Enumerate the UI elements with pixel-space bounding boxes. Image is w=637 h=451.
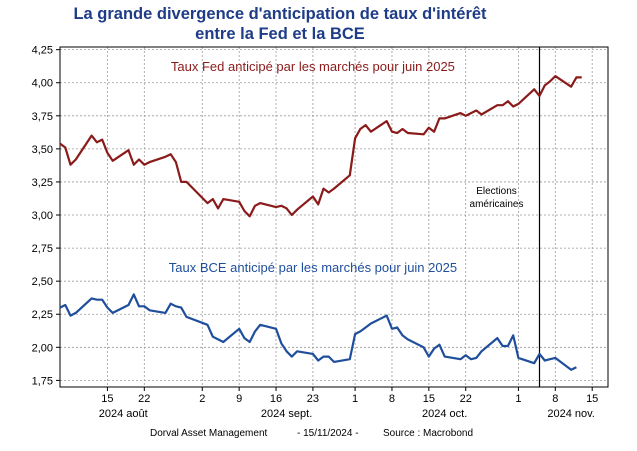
fed-series-line (59, 75, 582, 218)
x-tick-label: 23 (307, 393, 319, 405)
x-tick-label: 16 (270, 393, 282, 405)
x-tick-label: 22 (138, 393, 150, 405)
x-tick-label: 9 (236, 393, 242, 405)
y-tick-label: 3,75 (32, 111, 53, 123)
x-month-label: 2024 sept. (261, 408, 312, 420)
x-tick-label: 2 (199, 393, 205, 405)
y-tick-label: 2,00 (32, 342, 53, 354)
footer-source: Source : Macrobond (383, 428, 474, 439)
ecb-series-label: Taux BCE anticipé par les marchés pour j… (169, 260, 457, 275)
election-annotation-line1: Elections (476, 186, 517, 197)
y-tick-label: 3,25 (32, 177, 53, 189)
ecb-series-line (59, 293, 577, 371)
x-month-label: 2024 nov. (547, 408, 595, 420)
election-annotation-line2: américaines (470, 199, 524, 210)
x-month-label: 2024 oct. (422, 408, 467, 420)
y-tick-label: 4,25 (32, 45, 53, 57)
x-tick-label: 15 (423, 393, 435, 405)
y-tick-label: 3,00 (32, 210, 53, 222)
x-tick-label: 1 (515, 393, 521, 405)
x-month-label: 2024 août (99, 408, 148, 420)
x-tick-label: 8 (389, 393, 395, 405)
footer-source-firm: Dorval Asset Management (150, 428, 268, 439)
fed-series-label: Taux Fed anticipé par les marchés pour j… (171, 59, 455, 74)
chart-title-line2: entre la Fed et la BCE (195, 25, 365, 43)
x-tick-label: 15 (586, 393, 598, 405)
x-tick-label: 22 (460, 393, 472, 405)
footer-date: - 15/11/2024 - (297, 428, 359, 439)
y-tick-label: 2,25 (32, 309, 53, 321)
y-axis: 1,75 2,00 2,25 2,50 2,75 3,00 3,25 3,50 3,75 4,00… (32, 45, 60, 387)
y-tick-label: 2,50 (32, 276, 53, 288)
x-tick-label: 15 (101, 393, 113, 405)
x-tick-label: 1 (352, 393, 358, 405)
y-tick-label: 4,00 (32, 78, 53, 90)
series-lines (59, 75, 582, 371)
plot-area-frame (59, 46, 609, 388)
y-tick-label: 3,50 (32, 144, 53, 156)
x-tick-label: 8 (552, 393, 558, 405)
y-tick-label: 2,75 (32, 243, 53, 255)
chart-title-line1: La grande divergence d'anticipation de t… (73, 5, 487, 23)
chart-title: La grande divergence d'anticipation de t… (0, 4, 560, 44)
y-tick-label: 1,75 (32, 375, 53, 387)
